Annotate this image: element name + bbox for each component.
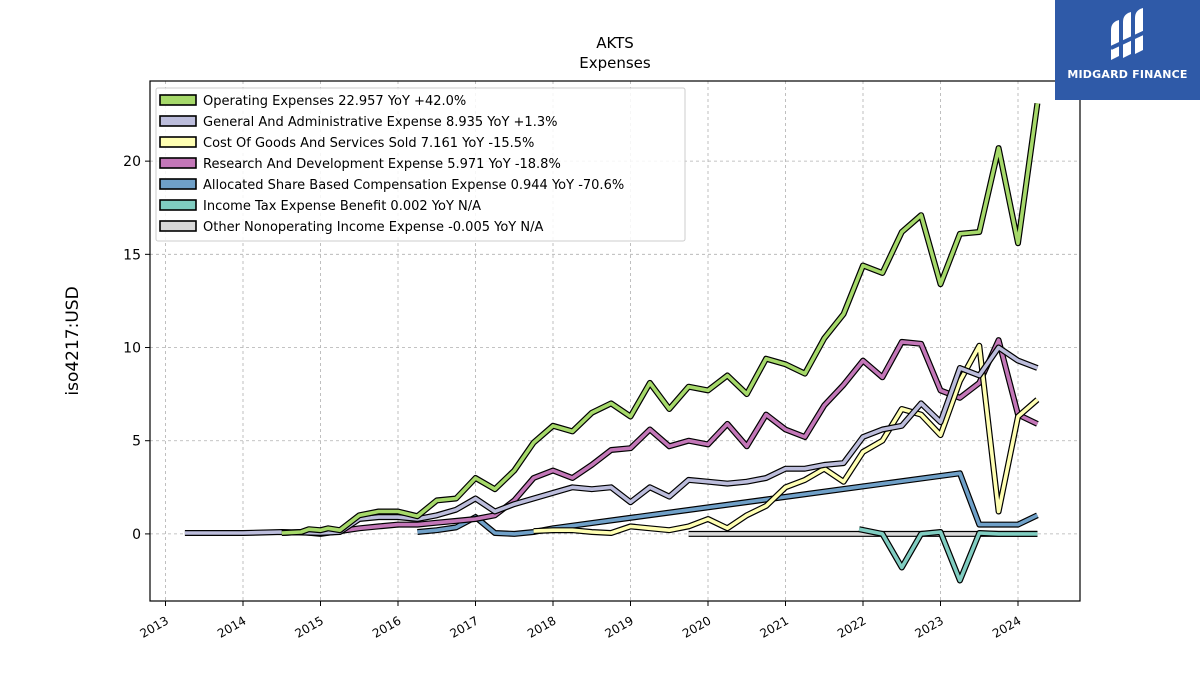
x-tick-label: 2023 bbox=[913, 613, 946, 640]
series-outline bbox=[533, 342, 1040, 536]
y-tick-label: 0 bbox=[132, 527, 141, 543]
series-outline bbox=[184, 344, 1039, 536]
chart-title: AKTS bbox=[596, 34, 634, 52]
brand-logo: MIDGARD FINANCE bbox=[1055, 0, 1200, 100]
legend: Operating Expenses 22.957 YoY +42.0% Gene… bbox=[155, 87, 686, 242]
legend-swatch bbox=[159, 115, 197, 127]
y-tick-label: 10 bbox=[123, 341, 141, 357]
x-tick-label: 2016 bbox=[370, 613, 403, 640]
logo-mark-icon bbox=[1109, 8, 1147, 60]
x-tick-label: 2021 bbox=[758, 613, 791, 640]
x-tick-label: 2019 bbox=[603, 613, 636, 640]
y-axis-label: iso4217:USD bbox=[63, 286, 83, 395]
y-tick-label: 20 bbox=[123, 154, 141, 170]
series-line bbox=[281, 338, 1039, 536]
series-line bbox=[417, 471, 1039, 536]
x-tick-label: 2013 bbox=[138, 613, 171, 640]
legend-entry: Other Nonoperating Income Expense -0.005… bbox=[203, 220, 543, 235]
legend-box bbox=[155, 87, 686, 242]
legend-swatch bbox=[159, 178, 197, 190]
legend-entry: Cost Of Goods And Services Sold 7.161 Yo… bbox=[203, 136, 534, 151]
legend-entry: Allocated Share Based Compensation Expen… bbox=[203, 178, 624, 193]
legend-swatch bbox=[159, 136, 197, 148]
x-tick-label: 2020 bbox=[680, 613, 713, 640]
series-line bbox=[533, 343, 1039, 535]
x-tick-label: 2014 bbox=[215, 613, 248, 640]
legend-entry: General And Administrative Expense 8.935… bbox=[203, 115, 557, 130]
y-tick-label: 5 bbox=[132, 434, 141, 450]
brand-name: MIDGARD FINANCE bbox=[1067, 68, 1188, 81]
series-line bbox=[184, 345, 1039, 535]
chart-subtitle: Expenses bbox=[579, 54, 651, 72]
legend-entry: Research And Development Expense 5.971 Y… bbox=[203, 157, 561, 172]
x-tick-label: 2015 bbox=[293, 613, 326, 640]
x-tick-label: 2024 bbox=[990, 613, 1023, 640]
series-line bbox=[281, 103, 1040, 535]
legend-swatch bbox=[159, 94, 197, 106]
x-tick-label: 2017 bbox=[448, 613, 481, 640]
legend-swatch bbox=[159, 199, 197, 211]
x-tick-label: 2022 bbox=[835, 613, 868, 640]
legend-swatch bbox=[159, 157, 197, 169]
legend-swatch bbox=[159, 220, 197, 232]
x-tick-label: 2018 bbox=[525, 613, 558, 640]
legend-entry: Operating Expenses 22.957 YoY +42.0% bbox=[203, 94, 466, 109]
y-tick-label: 15 bbox=[123, 247, 141, 263]
series-line bbox=[858, 527, 1038, 583]
series-lines bbox=[184, 102, 1041, 584]
legend-entry: Income Tax Expense Benefit 0.002 YoY N/A bbox=[203, 199, 481, 214]
plot-frame bbox=[149, 80, 1081, 602]
